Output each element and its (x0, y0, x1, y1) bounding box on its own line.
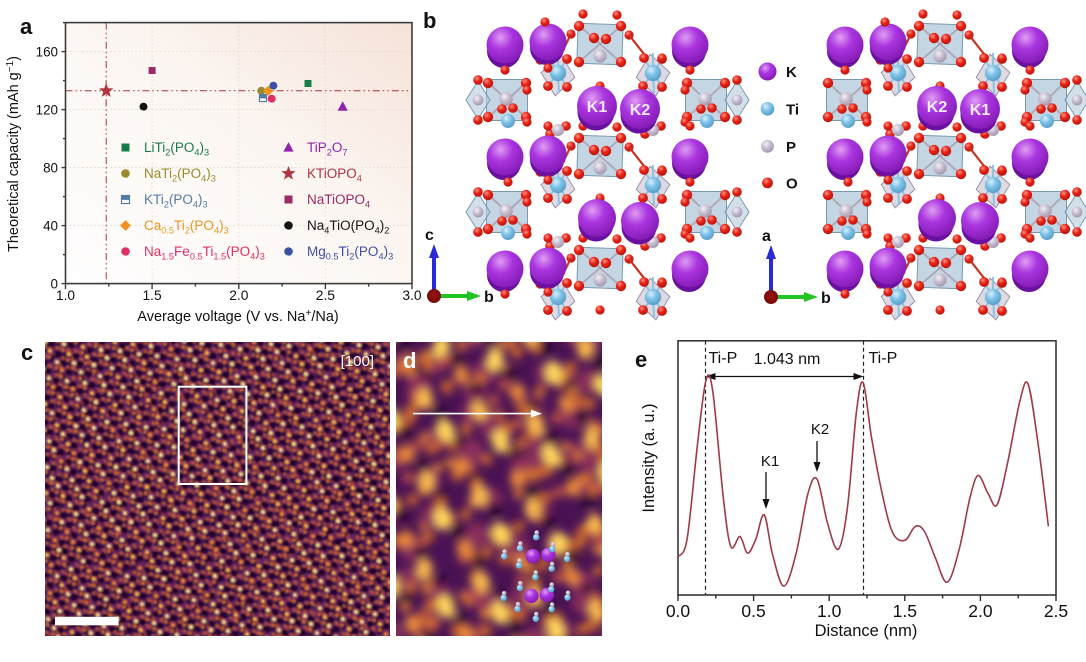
svg-text:1.5: 1.5 (143, 288, 163, 303)
svg-text:120: 120 (36, 102, 58, 117)
svg-text:TiP2O7: TiP2O7 (307, 140, 348, 158)
svg-text:Theoretical capacity (mAh g−1): Theoretical capacity (mAh g−1) (5, 56, 22, 252)
svg-text:K2: K2 (630, 102, 651, 119)
svg-text:c: c (21, 340, 33, 365)
svg-text:LiTi2(PO4)3: LiTi2(PO4)3 (144, 140, 209, 158)
svg-text:K: K (786, 64, 797, 81)
svg-text:1.0: 1.0 (56, 288, 76, 303)
svg-text:a: a (20, 14, 33, 39)
svg-text:KTi2(PO4)3: KTi2(PO4)3 (144, 192, 208, 210)
svg-text:K1: K1 (587, 99, 608, 116)
svg-text:a: a (762, 228, 771, 245)
svg-text:O: O (786, 175, 798, 192)
svg-text:Mg0.5Ti2(PO4)3: Mg0.5Ti2(PO4)3 (307, 244, 393, 262)
svg-text:P: P (786, 139, 796, 156)
svg-text:c: c (425, 227, 434, 244)
svg-text:40: 40 (43, 218, 58, 233)
svg-text:2.0: 2.0 (229, 288, 249, 303)
svg-text:KTiOPO4: KTiOPO4 (307, 166, 362, 184)
svg-text:K1: K1 (970, 102, 991, 119)
svg-text:Ca0.5Ti2(PO4)3: Ca0.5Ti2(PO4)3 (144, 218, 229, 236)
svg-text:0: 0 (51, 276, 58, 291)
svg-text:b: b (484, 289, 494, 306)
svg-text:3.0: 3.0 (402, 288, 422, 303)
svg-text:NaTiOPO4: NaTiOPO4 (307, 192, 370, 210)
svg-text:b: b (821, 290, 831, 307)
svg-text:2.5: 2.5 (316, 288, 336, 303)
svg-text:b: b (423, 8, 436, 33)
svg-text:80: 80 (43, 160, 58, 175)
svg-text:Na4TiO(PO4)2: Na4TiO(PO4)2 (307, 218, 389, 236)
svg-text:Average voltage (V vs. Na+/Na): Average voltage (V vs. Na+/Na) (137, 308, 338, 325)
svg-text:Ti: Ti (786, 101, 799, 118)
svg-text:K2: K2 (927, 99, 948, 116)
svg-text:160: 160 (36, 44, 58, 59)
svg-text:NaTi2(PO4)3: NaTi2(PO4)3 (144, 166, 216, 184)
svg-text:Na1.5Fe0.5Ti1.5(PO4)3: Na1.5Fe0.5Ti1.5(PO4)3 (144, 244, 265, 262)
